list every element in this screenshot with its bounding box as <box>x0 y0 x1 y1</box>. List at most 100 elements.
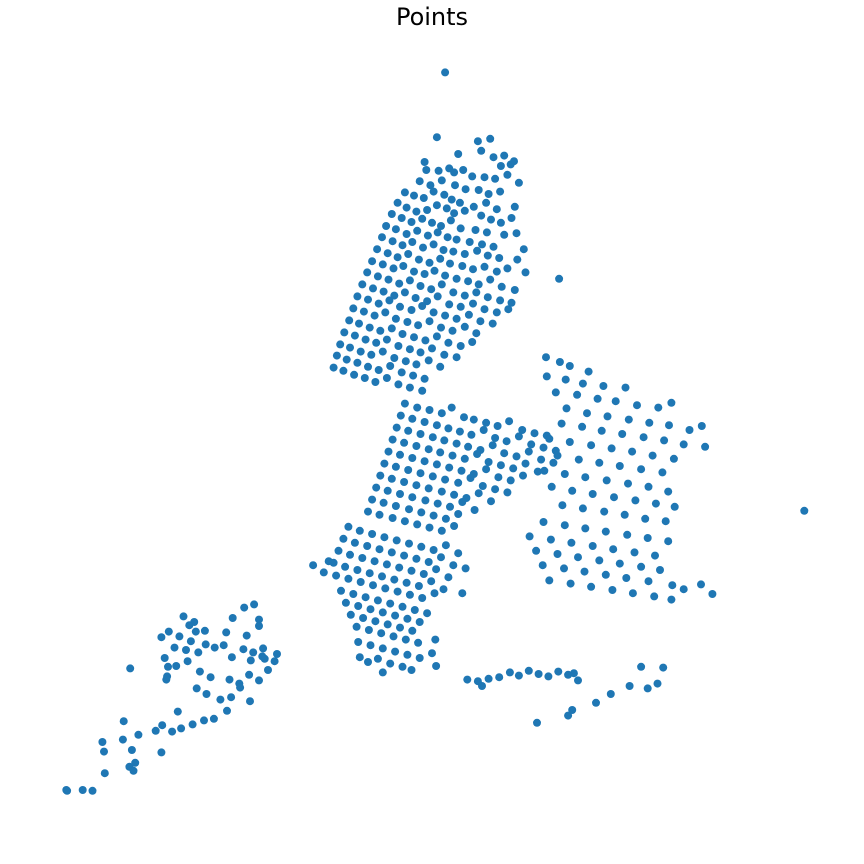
data-point <box>246 656 255 665</box>
data-point <box>600 507 609 516</box>
data-point <box>223 706 231 715</box>
data-point <box>353 566 362 574</box>
data-point <box>425 317 434 326</box>
data-point <box>378 644 387 653</box>
data-point <box>62 786 71 794</box>
data-point <box>437 176 446 185</box>
data-point <box>160 654 169 662</box>
data-point <box>419 570 428 578</box>
data-point <box>445 463 454 472</box>
data-point <box>273 650 281 658</box>
data-point <box>415 654 424 662</box>
data-point <box>345 316 354 325</box>
data-point <box>373 272 382 281</box>
data-point <box>100 769 109 778</box>
data-point <box>191 627 200 636</box>
data-point <box>608 586 617 594</box>
data-point <box>697 422 706 430</box>
data-point <box>332 351 341 360</box>
data-point <box>669 454 678 463</box>
data-point <box>365 569 374 578</box>
data-point <box>405 383 414 392</box>
data-point <box>414 582 423 590</box>
data-point <box>479 426 488 434</box>
data-point <box>407 666 416 674</box>
data-point <box>404 426 413 435</box>
data-point <box>407 306 416 314</box>
data-point <box>500 230 509 239</box>
data-point <box>417 508 426 517</box>
data-point <box>428 472 437 481</box>
data-point <box>432 565 441 574</box>
data-point <box>270 657 279 666</box>
data-point <box>408 626 417 635</box>
data-point <box>581 473 590 482</box>
data-point <box>487 215 495 224</box>
data-point <box>408 454 417 462</box>
data-point <box>337 586 345 595</box>
data-point <box>377 629 386 638</box>
data-point <box>186 637 195 646</box>
data-point <box>405 276 414 285</box>
data-point <box>447 403 456 412</box>
data-point <box>510 286 519 294</box>
data-point <box>390 291 399 300</box>
data-point <box>397 214 406 222</box>
data-point <box>512 229 521 238</box>
data-point <box>378 668 387 677</box>
data-point <box>219 641 228 650</box>
data-point <box>441 541 450 550</box>
data-point <box>177 724 186 733</box>
data-point <box>443 233 452 242</box>
data-point <box>603 412 612 421</box>
data-point <box>477 211 486 220</box>
data-point <box>450 522 459 530</box>
data-point <box>476 317 485 326</box>
data-point <box>623 530 632 539</box>
data-point <box>469 202 478 211</box>
data-point <box>525 532 534 541</box>
data-point <box>227 693 236 702</box>
data-point <box>398 330 407 338</box>
data-point <box>373 596 382 605</box>
data-point <box>664 487 673 496</box>
data-point <box>451 181 459 190</box>
data-point <box>396 450 404 459</box>
data-point <box>249 648 258 657</box>
data-point <box>587 441 596 450</box>
data-point <box>240 603 249 612</box>
data-point <box>564 711 573 720</box>
data-point <box>346 343 354 352</box>
data-point <box>628 589 637 598</box>
data-point <box>496 461 505 470</box>
data-point <box>408 493 417 502</box>
data-point <box>507 298 516 307</box>
data-point <box>352 622 361 631</box>
data-point <box>474 280 483 289</box>
data-point <box>538 561 547 570</box>
data-point <box>488 319 497 328</box>
data-point <box>350 538 359 547</box>
data-point <box>460 322 469 331</box>
data-point <box>192 684 201 693</box>
data-point <box>624 479 632 488</box>
data-point <box>565 438 574 446</box>
data-point <box>551 388 560 397</box>
data-point <box>319 568 328 577</box>
data-point <box>407 218 416 226</box>
data-point <box>587 582 596 591</box>
data-point <box>557 419 566 428</box>
data-point <box>624 415 633 424</box>
data-point <box>449 561 458 570</box>
data-point <box>378 233 386 242</box>
data-point <box>359 307 368 316</box>
data-point <box>483 251 492 260</box>
data-point <box>346 610 355 619</box>
data-point <box>441 68 450 77</box>
data-point <box>334 546 343 555</box>
data-point <box>418 386 427 395</box>
data-point <box>519 471 527 480</box>
data-point <box>418 594 427 602</box>
data-point <box>374 299 383 308</box>
data-point <box>429 187 438 196</box>
